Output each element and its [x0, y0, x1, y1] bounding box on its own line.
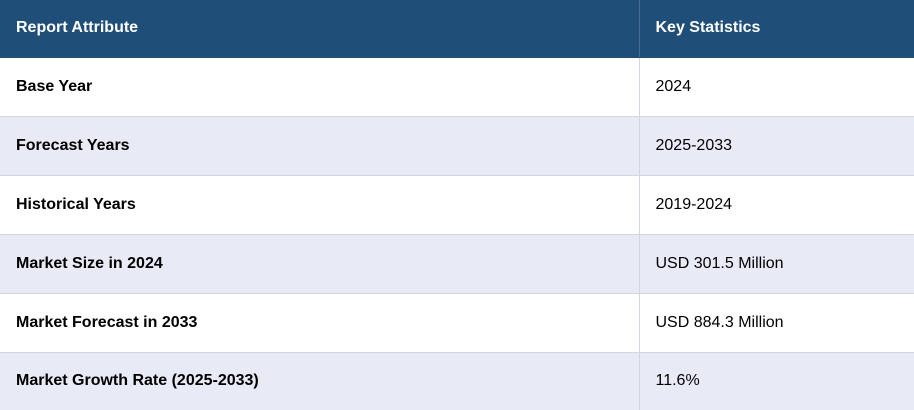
row-statistic-value: 2019-2024	[639, 175, 914, 235]
table-row: Market Growth Rate (2025-2033) 11.6%	[0, 352, 914, 410]
table-row: Market Size in 2024 USD 301.5 Million	[0, 234, 914, 294]
row-attribute-label: Market Forecast in 2033	[0, 293, 640, 353]
row-statistic-value: USD 301.5 Million	[639, 234, 914, 294]
row-attribute-label: Forecast Years	[0, 116, 640, 176]
table-row: Market Forecast in 2033 USD 884.3 Millio…	[0, 293, 914, 353]
table-row: Forecast Years 2025-2033	[0, 116, 914, 176]
row-attribute-label: Historical Years	[0, 175, 640, 235]
row-statistic-value: 2024	[639, 57, 914, 117]
table-header-row: Report Attribute Key Statistics	[0, 0, 914, 58]
table-header: Report Attribute Key Statistics	[0, 0, 914, 58]
row-attribute-label: Market Growth Rate (2025-2033)	[0, 352, 640, 410]
table-body: Base Year 2024 Forecast Years 2025-2033 …	[0, 57, 914, 410]
row-statistic-value: 2025-2033	[639, 116, 914, 176]
table-row: Historical Years 2019-2024	[0, 175, 914, 235]
header-report-attribute: Report Attribute	[0, 0, 640, 58]
row-statistic-value: USD 884.3 Million	[639, 293, 914, 353]
row-statistic-value: 11.6%	[639, 352, 914, 410]
row-attribute-label: Base Year	[0, 57, 640, 117]
row-attribute-label: Market Size in 2024	[0, 234, 640, 294]
header-key-statistics: Key Statistics	[639, 0, 914, 58]
table-row: Base Year 2024	[0, 57, 914, 117]
